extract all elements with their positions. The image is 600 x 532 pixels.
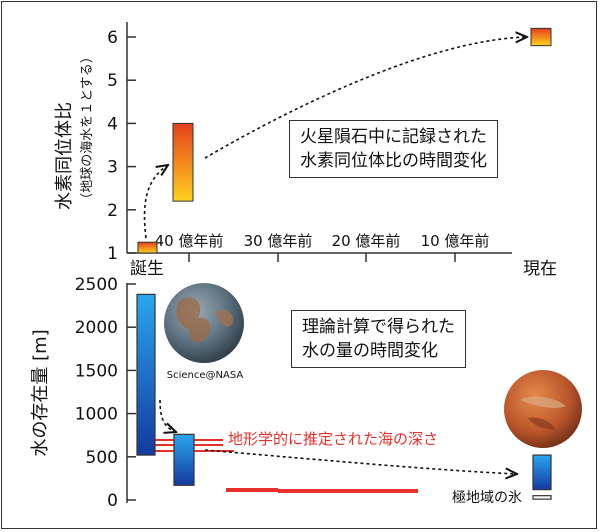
water-annotation-line1: 理論計算で得られた xyxy=(302,317,455,337)
isotope-arrow-1 xyxy=(143,165,168,239)
bottom-y-tick-label: 2000 xyxy=(75,318,118,338)
present-mars-image xyxy=(504,370,582,448)
water-arrow-2 xyxy=(204,449,517,474)
top-y-tick-label: 4 xyxy=(107,114,118,134)
ocean-depth-label: 地形学的に推定された海の深さ xyxy=(228,430,438,448)
top-y-tick-label: 3 xyxy=(107,158,118,178)
time-axis: 40 億年前 30 億年前 20 億年前 10 億年前 誕生 現在 xyxy=(127,232,557,279)
top-y-tick-label: 6 xyxy=(107,28,118,48)
time-tick-label-20: 20 億年前 xyxy=(332,232,401,250)
polar-ice-bar xyxy=(532,495,552,500)
time-tick-label-10: 10 億年前 xyxy=(421,232,490,250)
isotope-arrow-2 xyxy=(204,37,527,159)
isotope-bar xyxy=(172,122,194,202)
water-annotation-line2: 水の量の時間変化 xyxy=(302,341,438,361)
water-amount-bars xyxy=(136,293,552,500)
water-bar xyxy=(532,454,552,491)
bottom-y-axis-title: 水の存在量 [m] xyxy=(30,329,51,456)
polar-ice-label: 極地域の氷 xyxy=(452,490,522,506)
isotope-bars xyxy=(137,27,552,254)
water-arrow-1 xyxy=(159,399,176,432)
water-bar xyxy=(136,293,156,456)
time-start-label: 誕生 xyxy=(130,259,164,279)
time-tick-label-30: 30 億年前 xyxy=(244,232,313,250)
time-tick-label-40: 40 億年前 xyxy=(155,232,224,250)
bottom-y-tick-label: 0 xyxy=(107,491,118,511)
bottom-y-tick-label: 500 xyxy=(86,448,118,468)
bottom-y-tick-label: 1500 xyxy=(75,361,118,381)
image-credit: Science@NASA xyxy=(167,370,244,381)
bottom-y-tick-label: 2500 xyxy=(75,275,118,295)
isotope-annotation-line1: 火星隕石中に記録された xyxy=(300,127,487,147)
bottom-y-tick-label: 1000 xyxy=(75,405,118,425)
top-y-tick-label: 5 xyxy=(107,71,118,91)
time-end-label: 現在 xyxy=(523,259,557,279)
top-y-axis-subtitle: （地球の海水を１とする） xyxy=(80,50,95,206)
isotope-annotation-box: 火星隕石中に記録された 水素同位体比の時間変化 xyxy=(289,120,498,178)
isotope-bar xyxy=(530,27,552,47)
top-y-axis: 1 2 3 4 5 6 xyxy=(107,22,136,264)
isotope-bar xyxy=(137,241,158,254)
top-y-tick-label: 1 xyxy=(107,244,118,264)
top-y-tick-label: 2 xyxy=(107,201,118,221)
isotope-annotation-line2: 水素同位体比の時間変化 xyxy=(300,151,487,171)
water-annotation-box: 理論計算で得られた 水の量の時間変化 xyxy=(291,310,466,368)
water-bar xyxy=(173,433,195,486)
bottom-y-axis: 0 500 1000 1500 2000 2500 xyxy=(75,275,136,511)
ancient-mars-image xyxy=(164,283,244,363)
top-y-axis-title: 水素同位体比 xyxy=(54,102,75,210)
